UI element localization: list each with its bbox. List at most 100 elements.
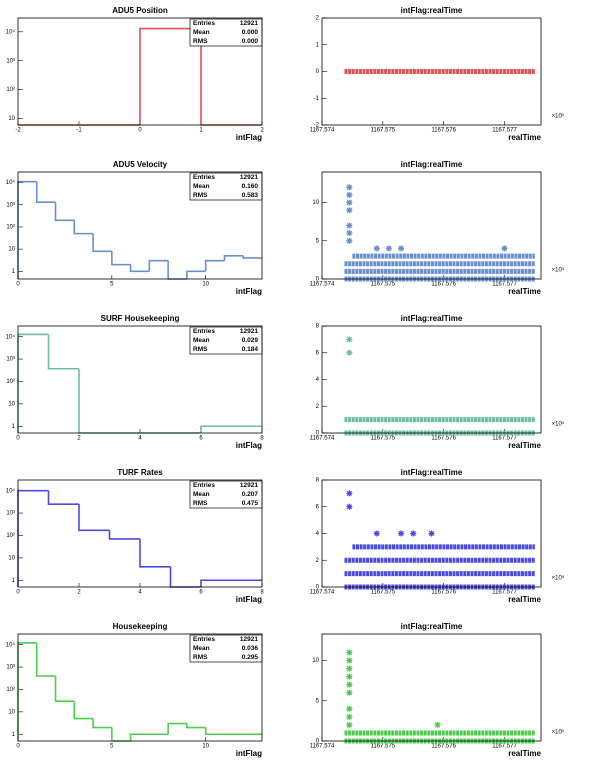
stats-label: RMS <box>193 38 208 45</box>
x-tick-label: 1167.575 <box>371 590 396 596</box>
y-tick-label: 10 <box>8 247 15 253</box>
x-tick-label: 1167.577 <box>492 128 517 134</box>
panel-title: intFlag:realTime <box>401 6 463 15</box>
stats-label: Mean <box>193 337 210 344</box>
histogram-step <box>167 722 187 735</box>
x-tick-label: 1167.574 <box>310 436 335 442</box>
y-tick-label: 10² <box>6 379 15 385</box>
x-tick-label: 1167.574 <box>310 744 335 750</box>
y-tick-label: 10 <box>8 555 15 561</box>
y-tick-label: 8 <box>316 324 320 330</box>
x-tick-label: 8 <box>260 590 264 596</box>
histogram-step <box>204 727 225 736</box>
y-tick-label: 10² <box>6 225 15 231</box>
y-tick-label: 6 <box>316 504 320 510</box>
y-tick-label: 2 <box>316 558 320 564</box>
stats-value: 0.036 <box>242 645 259 652</box>
panel-title: ADU5 Velocity <box>113 160 168 169</box>
stats-label: Entries <box>193 20 215 27</box>
x-tick-label: 6 <box>199 590 203 596</box>
stats-value: 0.475 <box>242 500 259 507</box>
marker <box>346 349 353 356</box>
stats-value: 0.207 <box>242 491 259 498</box>
x-tick-label: -2 <box>15 128 21 134</box>
frame <box>321 17 542 126</box>
x-tick-label: 2 <box>77 436 81 442</box>
y-tick-label: 10⁴ <box>6 487 16 494</box>
panel-title: Housekeeping <box>113 622 168 631</box>
stats-value: 12921 <box>240 20 258 27</box>
frame <box>17 633 263 742</box>
x-tick-label: 1167.575 <box>371 436 396 442</box>
panel-title: intFlag:realTime <box>401 622 463 631</box>
x-tick-label: 0 <box>16 590 20 596</box>
x-tick-label: 0 <box>16 282 20 288</box>
x-tick-label: 1167.577 <box>492 590 517 596</box>
y-tick-label: 2 <box>316 16 320 22</box>
y-tick-label: 0 <box>316 277 320 283</box>
stats-value: 12921 <box>240 174 258 181</box>
histogram-step <box>129 733 150 741</box>
stats-label: RMS <box>193 192 208 199</box>
panel-title: SURF Housekeeping <box>101 314 180 323</box>
histogram-step <box>148 259 169 272</box>
y-tick-label: 0 <box>316 69 320 75</box>
x-tick-label: 10 <box>202 282 209 288</box>
marker <box>346 665 353 672</box>
x-tick-label: 0 <box>16 744 20 750</box>
histogram-step <box>186 723 206 729</box>
histogram-step <box>47 334 79 370</box>
x-axis-label: intFlag <box>236 133 262 142</box>
stats-value: 12921 <box>240 636 258 643</box>
histogram-step <box>73 701 94 720</box>
x-axis-label: intFlag <box>236 749 262 758</box>
y-tick-label: 10³ <box>6 511 15 517</box>
x-tick-label: 1167.577 <box>492 436 517 442</box>
histogram-step <box>186 270 206 279</box>
y-tick-label: 8 <box>316 478 320 484</box>
frame <box>17 479 263 588</box>
stats-label: Entries <box>193 328 215 335</box>
x-tick-label: 1 <box>199 128 203 134</box>
frame <box>17 325 263 434</box>
histogram-step <box>73 220 94 235</box>
histogram-step <box>78 504 110 532</box>
y-tick-label: 10 <box>8 709 15 715</box>
x-tick-label: 1167.574 <box>310 590 335 596</box>
x-tick-label: 1167.577 <box>492 744 517 750</box>
y-tick-label: 1 <box>12 732 16 738</box>
x-tick-label: 1167.576 <box>431 436 456 442</box>
x-multiplier: ×10⁵ <box>552 421 565 428</box>
stats-value: 0.000 <box>242 38 259 45</box>
stats-value: 0.160 <box>242 183 259 190</box>
y-tick-label: 4 <box>316 531 320 537</box>
marker <box>346 503 353 510</box>
stats-box <box>189 634 263 663</box>
y-tick-label: 6 <box>316 350 320 356</box>
marker <box>346 705 353 712</box>
x-tick-label: 1167.576 <box>431 282 456 288</box>
marker <box>346 207 353 214</box>
frame <box>321 171 542 280</box>
x-axis-label: intFlag <box>236 441 262 450</box>
x-multiplier: ×10⁵ <box>552 113 565 120</box>
panel-title: ADU5 Position <box>112 6 168 15</box>
histogram-step <box>242 255 262 259</box>
marker <box>346 673 353 680</box>
histogram-step <box>54 675 75 702</box>
histogram-step <box>54 202 75 222</box>
marker <box>346 490 353 497</box>
marker <box>434 721 441 728</box>
x-axis-label: realTime <box>508 133 541 142</box>
frame <box>321 479 542 588</box>
x-tick-label: 0 <box>138 128 142 134</box>
marker <box>428 530 435 537</box>
stats-label: Entries <box>193 636 215 643</box>
histogram-step <box>35 642 56 677</box>
y-tick-label: 5 <box>316 698 320 704</box>
frame <box>17 17 263 126</box>
marker <box>346 649 353 656</box>
x-axis-label: intFlag <box>236 595 262 604</box>
marker <box>346 222 353 229</box>
